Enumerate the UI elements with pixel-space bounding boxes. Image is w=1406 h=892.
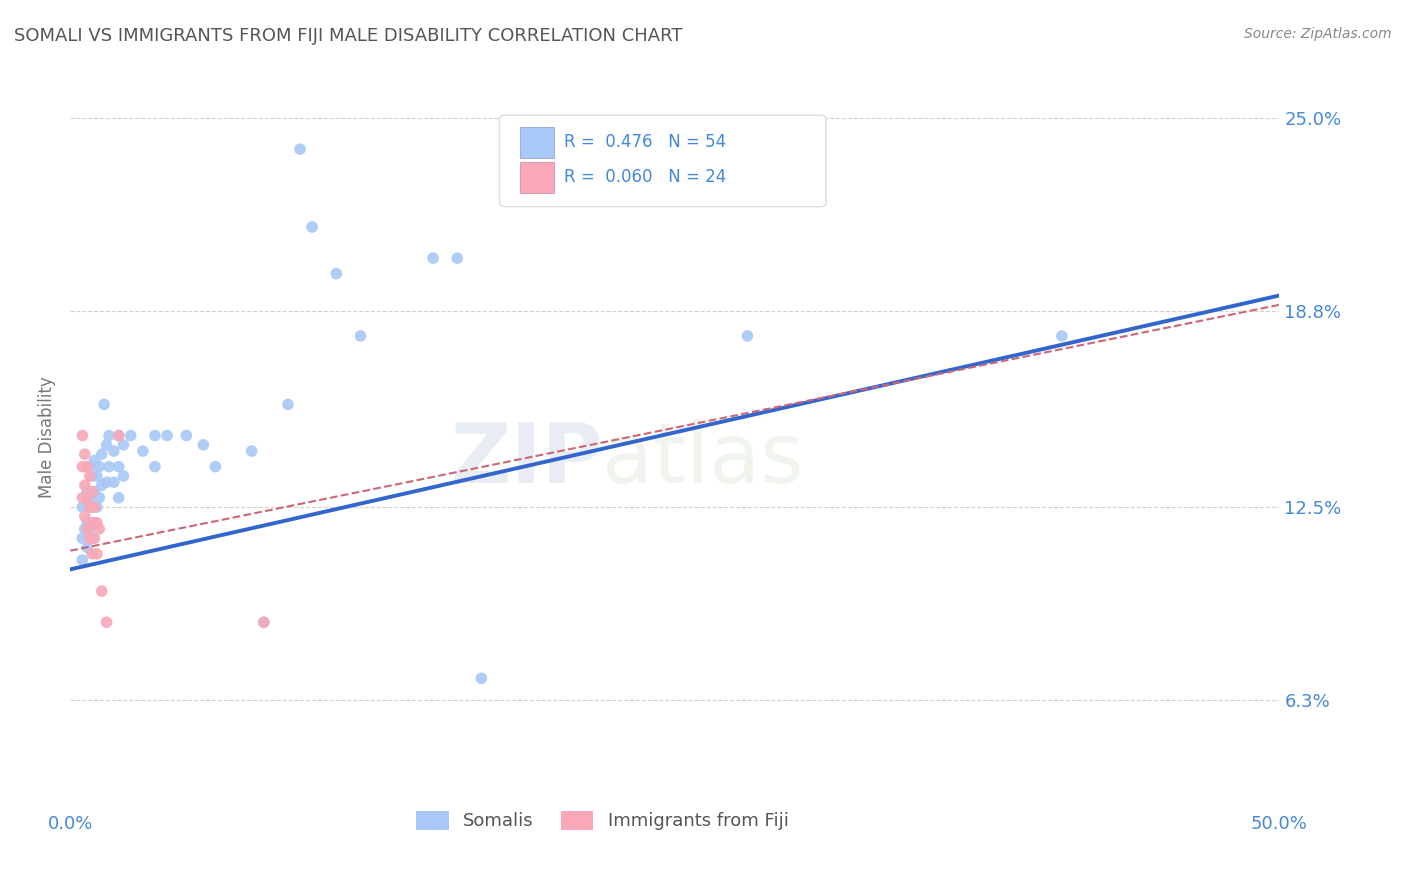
Point (107, 428, 129, 442)
Point (90, 447, 112, 461)
Point (76, 459, 98, 474)
Point (98, 459, 121, 474)
Point (76, 491, 98, 505)
Point (72, 531, 94, 545)
FancyBboxPatch shape (520, 127, 554, 158)
Point (79, 469, 101, 483)
Point (96, 475, 118, 490)
Point (132, 444, 155, 458)
Point (325, 267, 347, 281)
Y-axis label: Male Disability: Male Disability (38, 376, 56, 498)
Point (80, 500, 103, 515)
Point (73, 447, 96, 461)
Point (96, 615, 118, 630)
Point (76, 516, 98, 530)
Point (79, 522, 101, 536)
Point (79, 500, 101, 515)
Point (90, 584, 112, 599)
Point (80, 484, 103, 499)
Text: R =  0.476   N = 54: R = 0.476 N = 54 (564, 133, 725, 152)
Text: R =  0.060   N = 24: R = 0.060 N = 24 (564, 169, 725, 186)
Point (90, 478, 112, 492)
Point (288, 142, 311, 156)
Point (72, 428, 94, 442)
Point (86, 516, 108, 530)
Point (89, 491, 111, 505)
Point (79, 531, 101, 545)
Point (156, 428, 179, 442)
Point (93, 397, 115, 411)
Point (253, 615, 276, 630)
Point (143, 459, 166, 474)
Point (72, 500, 94, 515)
Point (96, 438, 118, 452)
Point (80, 531, 103, 545)
Point (80, 547, 103, 561)
Point (112, 469, 135, 483)
Point (277, 397, 299, 411)
Point (103, 475, 125, 490)
Point (73, 522, 96, 536)
Text: ZIP: ZIP (450, 418, 602, 500)
Text: atlas: atlas (602, 418, 804, 500)
Point (89, 459, 111, 474)
Point (193, 438, 215, 452)
Point (83, 453, 105, 467)
Point (72, 553, 94, 567)
Point (143, 428, 166, 442)
Point (83, 531, 105, 545)
Point (76, 541, 98, 555)
Point (1050, 329, 1073, 343)
Point (86, 469, 108, 483)
Point (83, 484, 105, 499)
Point (72, 491, 94, 505)
FancyBboxPatch shape (499, 115, 827, 207)
Text: SOMALI VS IMMIGRANTS FROM FIJI MALE DISABILITY CORRELATION CHART: SOMALI VS IMMIGRANTS FROM FIJI MALE DISA… (14, 27, 682, 45)
Point (98, 428, 121, 442)
Point (176, 428, 198, 442)
Point (79, 459, 101, 474)
Legend: Somalis, Immigrants from Fiji: Somalis, Immigrants from Fiji (409, 804, 796, 838)
Point (446, 251, 468, 265)
Point (240, 444, 263, 458)
Point (80, 516, 103, 530)
Point (83, 516, 105, 530)
Point (80, 469, 103, 483)
Point (89, 522, 111, 536)
Point (79, 491, 101, 505)
Point (83, 500, 105, 515)
Point (349, 329, 371, 343)
Point (112, 438, 135, 452)
Point (120, 428, 142, 442)
Point (301, 219, 323, 234)
Point (107, 491, 129, 505)
Point (76, 484, 98, 499)
Point (107, 459, 129, 474)
Point (422, 251, 444, 265)
Point (73, 509, 96, 524)
Point (253, 615, 276, 630)
Point (73, 478, 96, 492)
Point (470, 671, 492, 685)
Text: Source: ZipAtlas.com: Source: ZipAtlas.com (1244, 27, 1392, 41)
Point (72, 459, 94, 474)
Point (737, 329, 759, 343)
Point (107, 428, 129, 442)
Point (86, 500, 108, 515)
Point (204, 459, 226, 474)
Point (103, 444, 125, 458)
FancyBboxPatch shape (520, 162, 554, 193)
Point (76, 522, 98, 536)
Point (86, 547, 108, 561)
